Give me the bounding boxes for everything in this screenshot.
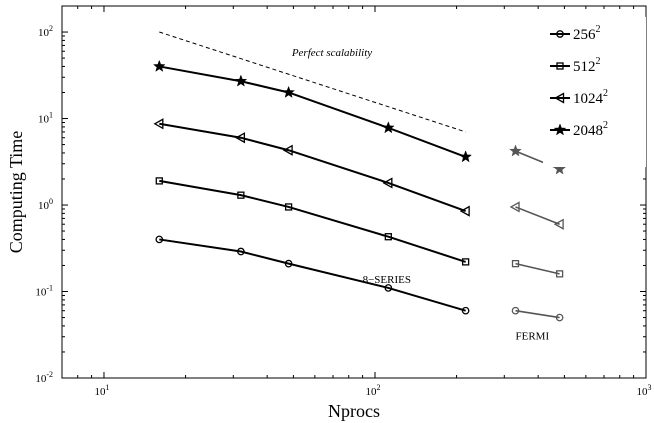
legend-label: 5122 [573,56,601,75]
data-point [155,235,164,244]
reference-line-group: Perfect scalability [159,31,466,133]
data-point [235,132,246,144]
data-point [511,306,520,315]
annotation-group: 8−SERIES FERMI [363,274,550,342]
data-point [382,177,393,189]
series-group [152,59,567,322]
y-tick-label: 10-1 [35,284,53,299]
legend-label: 2562 [573,24,601,43]
data-point [509,201,520,213]
data-point [282,85,295,98]
fermi-series-line [515,309,560,319]
series-256-line [159,238,466,312]
legend-label: 20482 [573,120,608,139]
y-axis-label: Computing Time [6,131,26,254]
data-point [555,270,564,278]
data-point [553,123,567,136]
data-point [509,144,522,157]
x-axis-label: Nprocs [328,401,380,421]
x-tick-label: 102 [365,383,380,398]
data-point [237,191,245,199]
series-2048-line [159,65,466,158]
plot-frame [61,5,647,379]
series-512-line [159,179,466,263]
data-point [461,306,470,315]
legend-box [543,17,646,167]
annotation-label: 8−SERIES [363,274,411,286]
data-point [234,74,248,87]
y-tick-label: 100 [38,197,53,212]
data-point [284,203,293,211]
y-tick-label: 10-2 [35,370,53,385]
x-tick-label: 103 [637,383,652,398]
data-point [384,233,392,241]
data-point [553,218,564,230]
perfect-scalability-line [159,31,466,133]
data-point [554,92,565,104]
legend: 2562 5122 10242 20482 [543,17,646,167]
data-point [152,59,166,72]
data-point [511,259,520,268]
data-point [284,259,293,268]
fermi-series-line [515,262,560,275]
data-point [153,118,164,130]
perfect-scalability-label: Perfect scalability [291,47,372,59]
data-point [282,144,293,156]
data-point [459,150,473,163]
data-point [461,258,470,266]
data-point [237,247,245,256]
legend-label: 10242 [573,88,608,107]
data-point [555,313,564,322]
y-tick-label: 101 [38,111,53,126]
y-tick-label: 102 [38,24,53,39]
data-point [556,30,564,38]
data-point [381,121,395,134]
x-tick-label: 101 [94,383,109,398]
series-1024-line [159,122,466,213]
annotation-label: FERMI [516,330,550,342]
fermi-series-line [515,206,560,225]
data-point [553,162,567,175]
data-point [155,177,163,185]
data-point [459,205,470,217]
data-point [556,62,564,70]
data-point [384,284,393,292]
